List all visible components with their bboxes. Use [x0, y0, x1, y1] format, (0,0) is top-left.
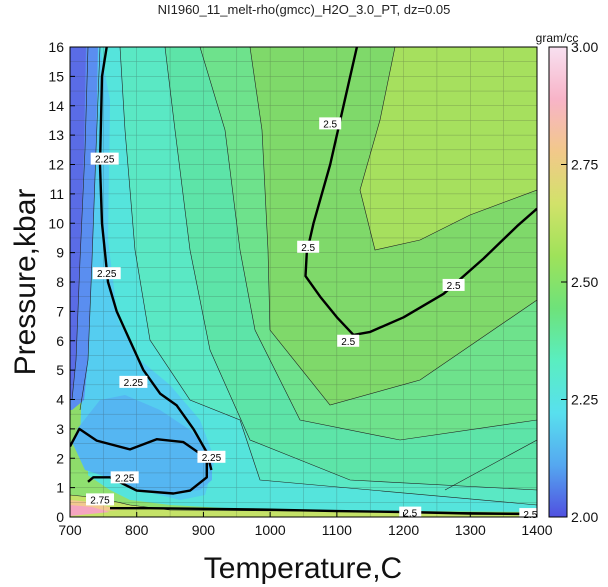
y-tick-label: 8	[56, 274, 64, 290]
contour-label-bg	[319, 117, 342, 130]
colorbar-tick-label: 2.25	[571, 392, 598, 408]
contour-label-bg	[297, 240, 320, 253]
x-tick-label: 700	[58, 522, 82, 538]
contour-label-bg	[399, 506, 422, 519]
contour-label-text: 2.25	[97, 269, 117, 280]
contour-label: 2.5	[297, 240, 320, 254]
y-tick-label: 14	[48, 98, 64, 114]
x-axis-ticks: 700 800 900 1000 1100 1200 1300 1400	[58, 512, 553, 538]
contour-label-bg	[110, 471, 139, 484]
y-tick-label: 1	[56, 480, 64, 496]
thin-contours	[70, 47, 537, 514]
contour-label-text: 2.5	[403, 509, 417, 520]
contour-line-2.5	[304, 47, 537, 337]
y-tick-label: 11	[49, 186, 64, 202]
contour-label: 2.5	[519, 508, 542, 521]
y-tick-label: 7	[56, 303, 64, 319]
contour-label-bg	[92, 267, 121, 280]
contour-label-bg	[337, 334, 360, 347]
contour-label-text: 2.5	[301, 243, 315, 254]
y-tick-label: 5	[56, 362, 64, 378]
colorbar-tick-label: 2.50	[571, 274, 598, 290]
contour-label-text: 2.25	[202, 453, 222, 464]
y-tick-label: 4	[56, 392, 64, 408]
contour-label: 2.75	[86, 493, 115, 506]
contour-label: 2.5	[442, 278, 465, 292]
contour-label: 2.25	[92, 267, 121, 280]
x-tick-label: 1200	[388, 522, 419, 538]
contour-label: 2.5	[399, 506, 422, 520]
y-tick-label: 2	[56, 450, 64, 466]
x-tick-label: 1300	[455, 522, 486, 538]
x-tick-label: 800	[125, 522, 149, 538]
contour-label-text: 2.5	[523, 510, 537, 521]
contour-label-bg	[86, 493, 115, 506]
colorbar-tick-label: 2.75	[571, 157, 598, 173]
contour-label-text: 2.5	[341, 337, 355, 348]
contour-label-text: 2.5	[323, 119, 337, 130]
contour-label-text: 2.25	[115, 473, 135, 484]
y-tick-label: 15	[48, 68, 64, 84]
contour-line-2.5	[110, 507, 537, 516]
y-tick-label: 13	[48, 127, 64, 143]
contour-label: 2.25	[197, 450, 226, 464]
plot-area	[70, 47, 537, 517]
y-tick-label: 0	[56, 509, 64, 525]
x-tick-label: 1000	[255, 522, 286, 538]
contour-label-text: 2.5	[447, 281, 461, 292]
y-tick-label: 10	[48, 215, 64, 231]
colorbar: gram/cc 2.00 2.25 2.50 2.75 3.00	[536, 31, 599, 525]
x-tick-label: 1100	[322, 522, 352, 538]
contour-label-text: 2.25	[95, 155, 115, 166]
contour-label: 2.25	[110, 471, 139, 484]
contour-label-bg	[197, 450, 226, 463]
x-axis-label: Temperature,C	[204, 552, 402, 585]
contour-label-bg	[119, 375, 148, 388]
chart-title: NI1960_11_melt-rho(gmcc)_H2O_3.0_PT, dz=…	[158, 2, 451, 17]
contour-label-bg	[90, 152, 119, 165]
x-tick-label: 1400	[521, 522, 552, 538]
contour-label: 2.25	[90, 152, 119, 166]
colorbar-tick-label: 3.00	[571, 39, 598, 55]
contour-label: 2.5	[319, 117, 342, 130]
x-tick-label: 900	[192, 522, 216, 538]
y-tick-label: 12	[48, 157, 64, 173]
y-tick-label: 9	[56, 245, 64, 261]
contour-label: 2.5	[337, 334, 360, 348]
colorbar-unit-label: gram/cc	[536, 31, 579, 45]
y-tick-label: 16	[48, 39, 64, 55]
contour-label-text: 2.25	[124, 378, 144, 389]
colorbar-tick-label: 2.00	[571, 509, 598, 525]
contour-label: 2.25	[119, 375, 148, 389]
y-tick-label: 6	[56, 333, 64, 349]
y-tick-label: 3	[56, 421, 64, 437]
y-axis-label: Pressure,kbar	[9, 189, 42, 376]
contour-label-bg	[442, 278, 465, 291]
contour-label-text: 2.75	[90, 495, 110, 506]
